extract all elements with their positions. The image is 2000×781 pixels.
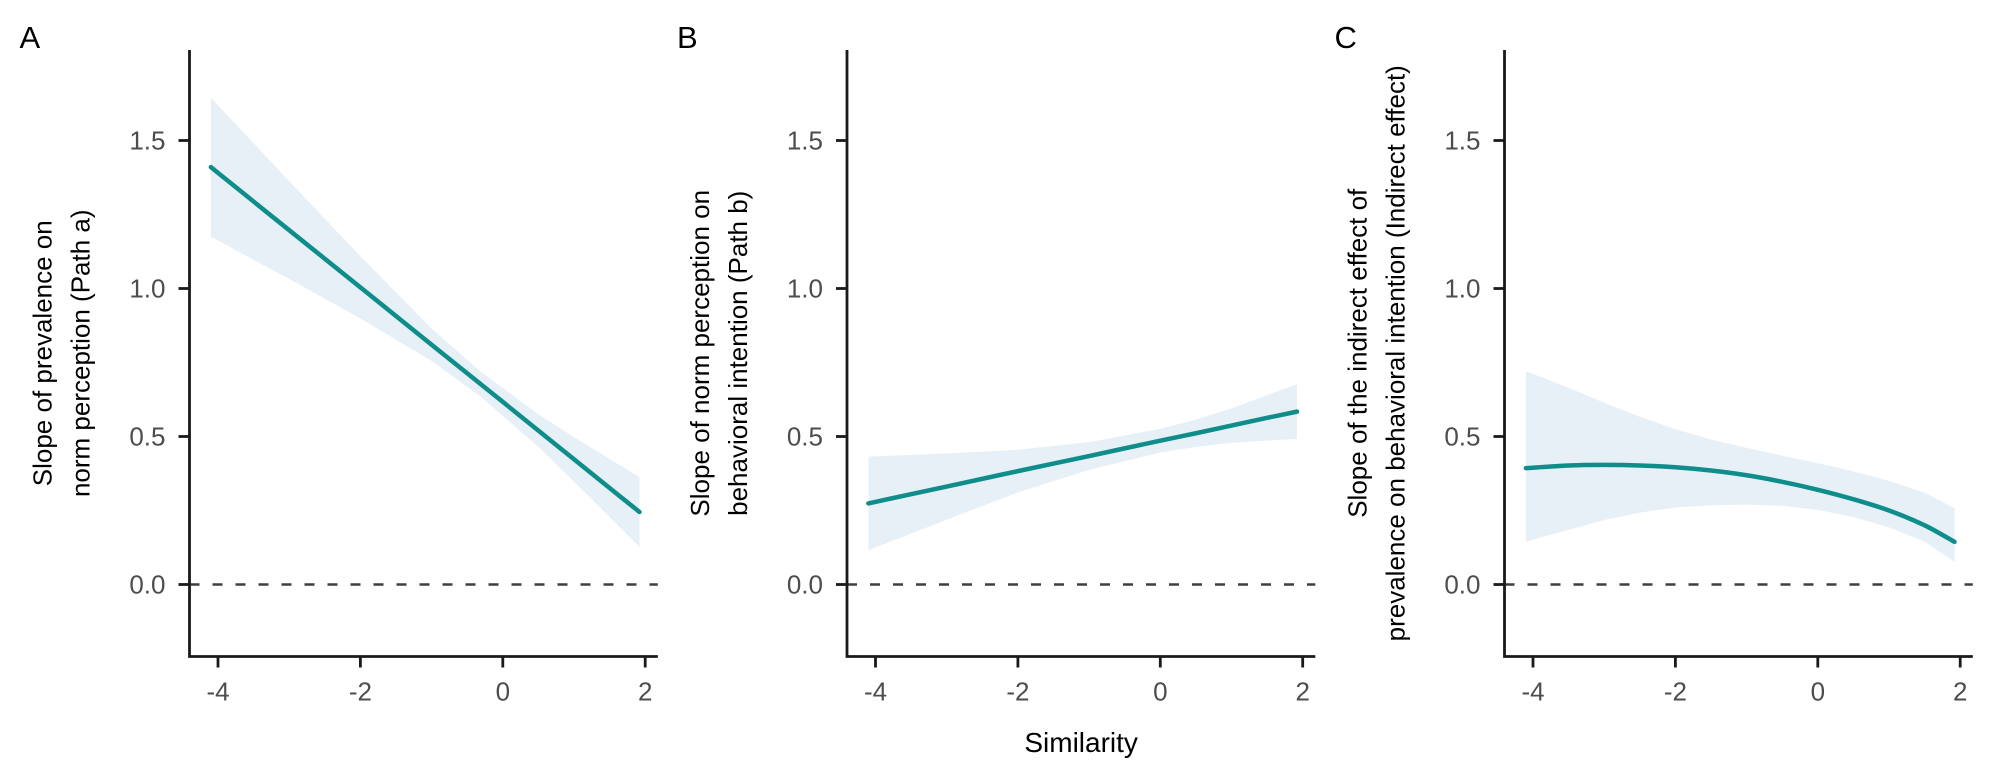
x-axis-title: Similarity bbox=[1024, 727, 1138, 758]
y-axis-title-line1: Slope of prevalence on bbox=[28, 220, 58, 486]
y-axis-title-line1: Slope of norm perception on bbox=[685, 190, 715, 517]
y-tick-label: 0.0 bbox=[1444, 570, 1480, 600]
y-tick-label: 0.5 bbox=[787, 422, 823, 452]
x-tick-label: 2 bbox=[1953, 677, 1967, 707]
y-tick-label: 0.5 bbox=[129, 422, 165, 452]
y-tick-label: 0.0 bbox=[787, 570, 823, 600]
regression-line bbox=[866, 409, 1300, 506]
x-tick-label: -2 bbox=[1006, 677, 1029, 707]
regression-line bbox=[1523, 462, 1957, 545]
regression-line bbox=[208, 164, 642, 515]
y-axis-title-line2: prevalence on behavioral intention (Indi… bbox=[1381, 65, 1411, 641]
panel-label: A bbox=[20, 20, 41, 55]
y-axis-title-line1: Slope of the indirect effect of bbox=[1343, 188, 1373, 518]
y-tick-label: 1.0 bbox=[1444, 274, 1480, 304]
confidence-band bbox=[210, 97, 640, 547]
y-axis-title-line2: norm perception (Path a) bbox=[66, 209, 96, 497]
x-tick-label: 2 bbox=[1295, 677, 1309, 707]
x-tick-label: 2 bbox=[638, 677, 652, 707]
x-tick-label: -4 bbox=[1521, 677, 1544, 707]
confidence-band bbox=[1525, 371, 1955, 562]
x-tick-label: -2 bbox=[1664, 677, 1687, 707]
panel-label: B bbox=[677, 20, 698, 55]
x-tick-label: 0 bbox=[1811, 677, 1825, 707]
y-tick-label: 1.0 bbox=[787, 274, 823, 304]
y-axis-title-line2: behavioral intention (Path b) bbox=[723, 191, 753, 516]
y-tick-label: 0.5 bbox=[1444, 422, 1480, 452]
y-tick-label: 1.0 bbox=[129, 274, 165, 304]
x-tick-label: -2 bbox=[349, 677, 372, 707]
x-tick-label: -4 bbox=[864, 677, 887, 707]
y-tick-label: 0.0 bbox=[129, 570, 165, 600]
panel-label: C bbox=[1335, 20, 1357, 55]
y-tick-label: 1.5 bbox=[1444, 126, 1480, 156]
x-tick-label: 0 bbox=[496, 677, 510, 707]
axes bbox=[1503, 50, 1973, 658]
confidence-band bbox=[868, 384, 1297, 551]
x-tick-label: 0 bbox=[1153, 677, 1167, 707]
y-tick-label: 1.5 bbox=[129, 126, 165, 156]
y-tick-label: 1.5 bbox=[787, 126, 823, 156]
axes bbox=[845, 50, 1316, 658]
x-tick-label: -4 bbox=[206, 677, 229, 707]
